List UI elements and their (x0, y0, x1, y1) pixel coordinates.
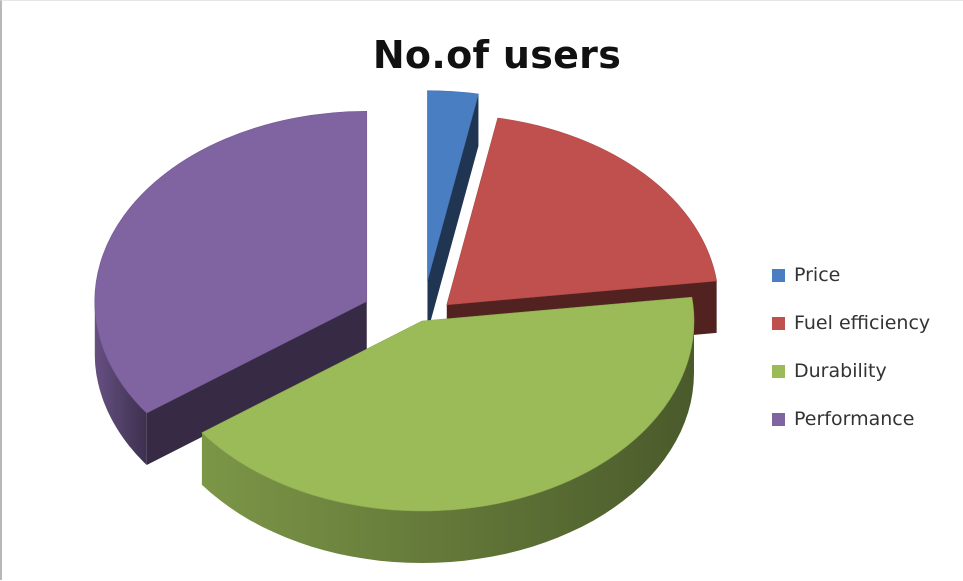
pie-slice-performance (94, 111, 368, 414)
legend-swatch (772, 316, 785, 330)
legend-swatch (772, 268, 785, 282)
legend-label: Performance (794, 408, 915, 430)
pie-slice-side (201, 321, 694, 563)
legend-label: Price (794, 264, 841, 286)
legend-item: Durability (772, 347, 930, 395)
legend-swatch (772, 412, 785, 426)
pie-slice-price (427, 90, 479, 281)
legend-label: Durability (794, 360, 887, 382)
legend-item: Fuel efficiency (772, 299, 930, 347)
legend-label: Fuel efficiency (794, 312, 931, 334)
legend-swatch (772, 364, 785, 378)
pie-slice-side (146, 301, 367, 466)
pie-slice-side (427, 94, 479, 333)
pie-slice-durability (201, 296, 695, 512)
legend-item: Price (772, 251, 930, 299)
chart-title: No.of users (372, 33, 622, 77)
pie-slice-fuel-efficiency (446, 117, 717, 306)
legend: Price Fuel efficiency Durability Performanc… (772, 251, 930, 443)
legend-item: Performance (772, 395, 930, 443)
